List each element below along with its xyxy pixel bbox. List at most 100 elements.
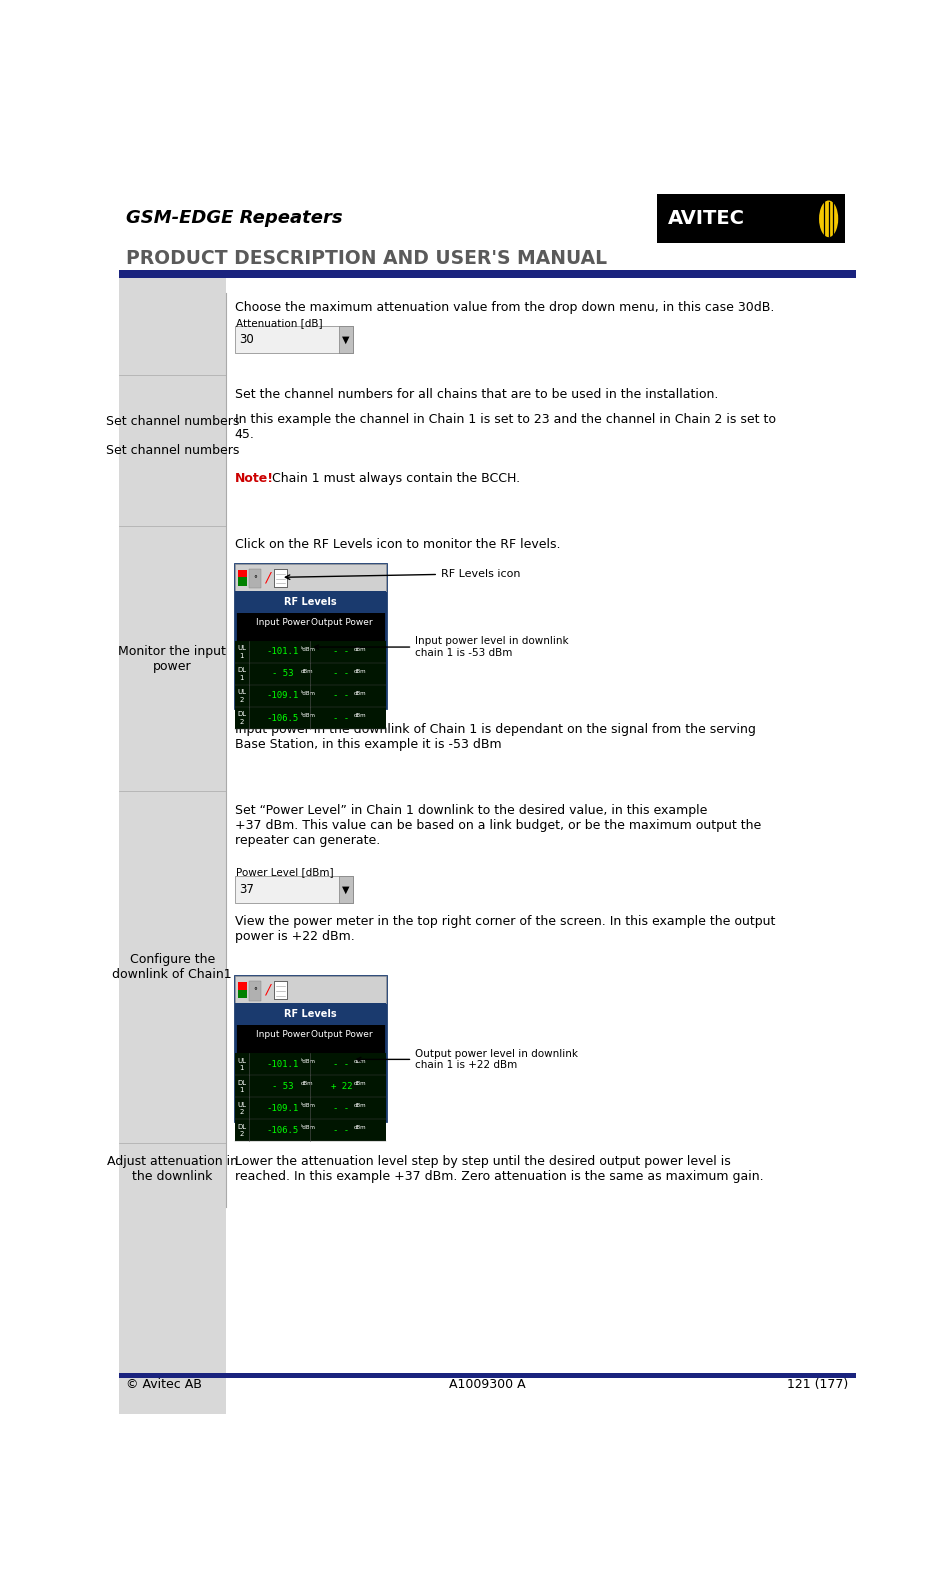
FancyBboxPatch shape bbox=[275, 980, 287, 999]
Text: UL: UL bbox=[238, 1101, 246, 1108]
FancyBboxPatch shape bbox=[235, 1003, 386, 1025]
Text: 1: 1 bbox=[240, 1065, 244, 1071]
Text: In this example the channel in Chain 1 is set to 23 and the channel in Chain 2 i: In this example the channel in Chain 1 i… bbox=[235, 413, 776, 442]
Text: dBm: dBm bbox=[354, 713, 367, 718]
FancyBboxPatch shape bbox=[657, 194, 844, 243]
Text: UL: UL bbox=[238, 1058, 246, 1063]
Text: Configure the
downlink of Chain1: Configure the downlink of Chain1 bbox=[112, 953, 232, 980]
FancyBboxPatch shape bbox=[235, 326, 353, 353]
FancyBboxPatch shape bbox=[235, 564, 386, 709]
FancyBboxPatch shape bbox=[119, 1373, 856, 1378]
Text: DL: DL bbox=[238, 1079, 246, 1085]
FancyBboxPatch shape bbox=[119, 191, 856, 273]
Text: 1: 1 bbox=[240, 675, 244, 680]
Text: Input power in the downlink of Chain 1 is dependant on the signal from the servi: Input power in the downlink of Chain 1 i… bbox=[235, 723, 755, 752]
Text: Note!: Note! bbox=[235, 472, 274, 485]
FancyBboxPatch shape bbox=[235, 1098, 386, 1119]
Text: Monitor the input
power: Monitor the input power bbox=[118, 645, 226, 672]
Text: Input power level in downlink
chain 1 is -53 dBm: Input power level in downlink chain 1 is… bbox=[315, 636, 569, 658]
Text: dBm: dBm bbox=[354, 1125, 367, 1130]
Text: © Avitec AB: © Avitec AB bbox=[126, 1378, 203, 1392]
Text: Output Power: Output Power bbox=[311, 618, 372, 626]
FancyBboxPatch shape bbox=[239, 982, 247, 990]
Text: - -: - - bbox=[334, 1104, 350, 1112]
Text: -106.5: -106.5 bbox=[266, 713, 299, 723]
Text: 1: 1 bbox=[240, 653, 244, 658]
Text: Adjust attenuation in
the downlink: Adjust attenuation in the downlink bbox=[107, 1155, 238, 1182]
Text: Chain 1 must always contain the BCCH.: Chain 1 must always contain the BCCH. bbox=[272, 472, 520, 485]
Text: Attenuation [dB]: Attenuation [dB] bbox=[236, 318, 322, 327]
FancyBboxPatch shape bbox=[235, 1076, 386, 1098]
Text: Input Power: Input Power bbox=[256, 1030, 309, 1039]
Text: dBm: dBm bbox=[354, 1103, 367, 1109]
Text: -106.5: -106.5 bbox=[266, 1127, 299, 1135]
Text: 37: 37 bbox=[239, 883, 254, 896]
Text: 2: 2 bbox=[240, 1131, 244, 1138]
Text: Set channel numbers: Set channel numbers bbox=[106, 415, 239, 427]
Text: -101.1: -101.1 bbox=[266, 647, 299, 656]
Text: RF Levels: RF Levels bbox=[283, 1009, 337, 1019]
Text: - -: - - bbox=[334, 647, 350, 656]
Text: -101.1: -101.1 bbox=[266, 1060, 299, 1069]
Text: dBm: dBm bbox=[354, 647, 367, 651]
FancyBboxPatch shape bbox=[235, 976, 386, 1003]
FancyBboxPatch shape bbox=[235, 976, 386, 1120]
Text: Click on the RF Levels icon to monitor the RF levels.: Click on the RF Levels icon to monitor t… bbox=[235, 539, 560, 551]
Text: 30: 30 bbox=[239, 334, 254, 346]
FancyBboxPatch shape bbox=[249, 569, 262, 588]
FancyBboxPatch shape bbox=[340, 876, 353, 903]
Text: ⚬: ⚬ bbox=[252, 574, 258, 580]
Text: ᵇdBm: ᵇdBm bbox=[301, 1125, 316, 1130]
Text: ᵇdBm: ᵇdBm bbox=[301, 713, 316, 718]
FancyBboxPatch shape bbox=[235, 685, 386, 707]
Text: 121 (177): 121 (177) bbox=[787, 1378, 848, 1392]
Text: PRODUCT DESCRIPTION AND USER'S MANUAL: PRODUCT DESCRIPTION AND USER'S MANUAL bbox=[126, 249, 608, 269]
Text: Set channel numbers: Set channel numbers bbox=[106, 445, 239, 458]
FancyBboxPatch shape bbox=[239, 570, 247, 577]
Text: + 22: + 22 bbox=[331, 1082, 352, 1090]
Text: dBm: dBm bbox=[354, 1082, 367, 1087]
Text: View the power meter in the top right corner of the screen. In this example the : View the power meter in the top right co… bbox=[235, 915, 775, 942]
FancyBboxPatch shape bbox=[235, 663, 386, 685]
Text: - -: - - bbox=[334, 1060, 350, 1069]
Text: - 53: - 53 bbox=[272, 1082, 293, 1090]
Text: DL: DL bbox=[238, 1123, 246, 1130]
Text: DL: DL bbox=[238, 667, 246, 674]
Text: GSM-EDGE Repeaters: GSM-EDGE Repeaters bbox=[126, 210, 343, 227]
Text: /: / bbox=[264, 570, 269, 585]
FancyBboxPatch shape bbox=[235, 640, 386, 663]
Text: UL: UL bbox=[238, 690, 246, 696]
FancyBboxPatch shape bbox=[235, 876, 353, 903]
Text: 2: 2 bbox=[240, 1109, 244, 1115]
Text: ᵇdBm: ᵇdBm bbox=[301, 1103, 316, 1109]
Text: dBm: dBm bbox=[354, 669, 367, 674]
Ellipse shape bbox=[819, 200, 838, 237]
Text: dBm: dBm bbox=[354, 691, 367, 696]
Text: - -: - - bbox=[334, 669, 350, 679]
Text: Set “Power Level” in Chain 1 downlink to the desired value, in this example
+37 : Set “Power Level” in Chain 1 downlink to… bbox=[235, 804, 761, 847]
Text: UL: UL bbox=[238, 645, 246, 651]
Text: 1: 1 bbox=[240, 1087, 244, 1093]
Text: Output Power: Output Power bbox=[311, 1030, 372, 1039]
Text: Lower the attenuation level step by step until the desired output power level is: Lower the attenuation level step by step… bbox=[235, 1155, 764, 1182]
Text: Choose the maximum attenuation value from the drop down menu, in this case 30dB.: Choose the maximum attenuation value fro… bbox=[235, 300, 774, 313]
FancyBboxPatch shape bbox=[239, 577, 247, 586]
Text: RF Levels icon: RF Levels icon bbox=[285, 569, 520, 580]
Text: dBm: dBm bbox=[354, 1060, 367, 1065]
FancyBboxPatch shape bbox=[340, 326, 353, 353]
Text: ᵇdBm: ᵇdBm bbox=[301, 691, 316, 696]
Text: DL: DL bbox=[238, 712, 246, 717]
Text: AVITEC: AVITEC bbox=[668, 210, 745, 229]
Text: /: / bbox=[264, 982, 269, 996]
FancyBboxPatch shape bbox=[275, 569, 287, 586]
Text: Set the channel numbers for all chains that are to be used in the installation.: Set the channel numbers for all chains t… bbox=[235, 388, 718, 400]
FancyBboxPatch shape bbox=[235, 707, 386, 729]
Text: dBm: dBm bbox=[301, 1082, 314, 1087]
FancyBboxPatch shape bbox=[235, 591, 386, 613]
FancyBboxPatch shape bbox=[235, 1119, 386, 1141]
Text: ▼: ▼ bbox=[342, 885, 350, 895]
Text: - -: - - bbox=[334, 1127, 350, 1135]
FancyBboxPatch shape bbox=[249, 980, 262, 1001]
FancyBboxPatch shape bbox=[119, 191, 225, 1414]
Text: Input Power: Input Power bbox=[256, 618, 309, 626]
